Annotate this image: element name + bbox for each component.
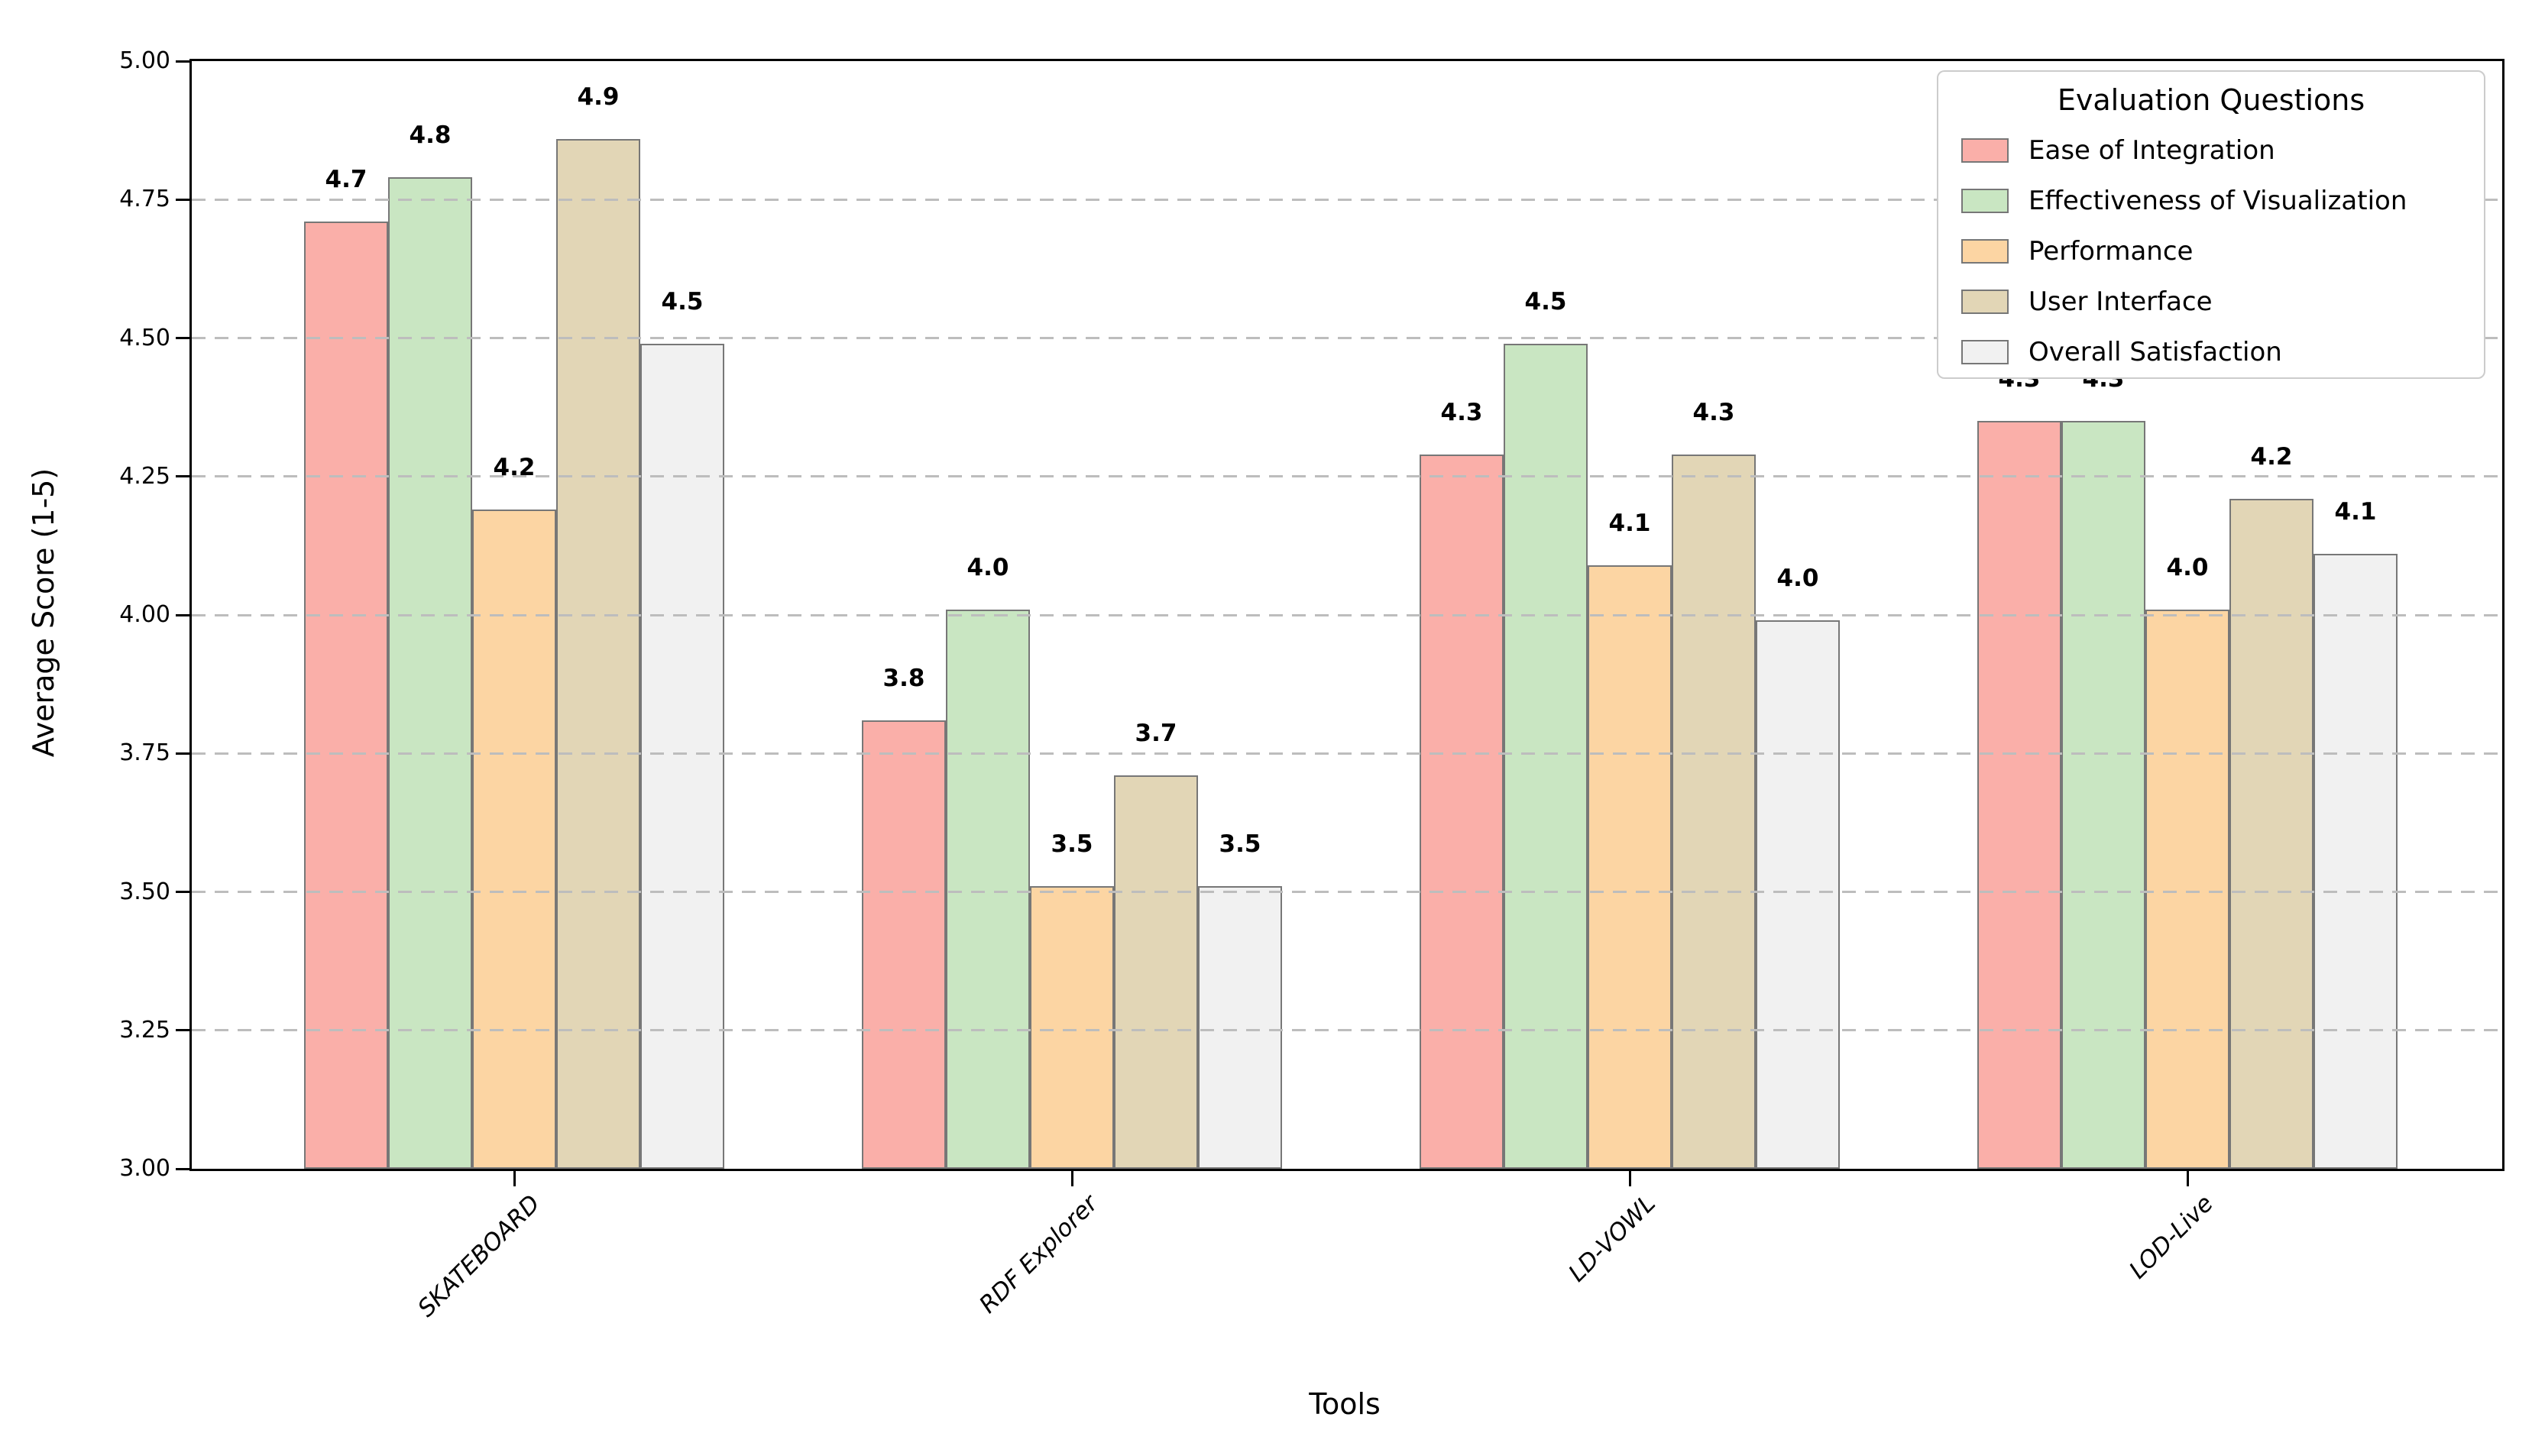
bar-value-label: 4.5 bbox=[661, 287, 704, 315]
bar-value-label: 4.3 bbox=[1692, 398, 1735, 426]
y-axis-label: Average Score (1-5) bbox=[27, 468, 60, 758]
y-gridline bbox=[192, 1029, 2502, 1032]
bar-value-label: 4.7 bbox=[325, 166, 367, 194]
y-tick-label: 4.25 bbox=[119, 462, 170, 490]
bar-value-label: 3.7 bbox=[1135, 720, 1177, 748]
bar bbox=[1198, 886, 1282, 1169]
bar bbox=[1672, 454, 1756, 1169]
legend-item: Ease of Integration bbox=[1961, 125, 2461, 176]
bar-value-label: 4.1 bbox=[2334, 498, 2377, 526]
x-tick-mark bbox=[1628, 1171, 1631, 1186]
y-tick-label: 3.50 bbox=[119, 878, 170, 905]
y-gridline bbox=[192, 752, 2502, 755]
x-tick-mark bbox=[1070, 1171, 1073, 1186]
bar-value-label: 4.1 bbox=[1608, 509, 1651, 537]
y-tick-label: 3.25 bbox=[119, 1016, 170, 1043]
legend-item-label: Effectiveness of Visualization bbox=[2029, 186, 2407, 216]
bar bbox=[1420, 454, 1504, 1169]
x-tick-label: SKATEBOARD bbox=[413, 1189, 546, 1323]
bar-value-label: 3.5 bbox=[1051, 830, 1093, 859]
y-tick-label: 3.00 bbox=[119, 1155, 170, 1182]
y-tick-label: 3.75 bbox=[119, 739, 170, 767]
legend-item: Overall Satisfaction bbox=[1961, 327, 2461, 377]
bar bbox=[556, 138, 640, 1169]
legend: Evaluation Questions Ease of Integration… bbox=[1937, 70, 2485, 379]
bar bbox=[1030, 886, 1114, 1169]
y-gridline bbox=[192, 891, 2502, 893]
x-axis-label: Tools bbox=[1309, 1387, 1381, 1421]
bar bbox=[1504, 343, 1588, 1169]
bar-value-label: 4.0 bbox=[2166, 553, 2209, 581]
legend-swatch-icon bbox=[1961, 290, 2009, 314]
legend-item-label: Overall Satisfaction bbox=[2029, 337, 2282, 367]
y-gridline bbox=[192, 613, 2502, 616]
bar bbox=[1588, 565, 1672, 1169]
legend-item: User Interface bbox=[1961, 277, 2461, 327]
bar bbox=[1977, 421, 2061, 1169]
x-tick-label: LD-VOWL bbox=[1563, 1189, 1661, 1288]
legend-item: Effectiveness of Visualization bbox=[1961, 176, 2461, 226]
bar bbox=[640, 343, 724, 1169]
bar bbox=[2313, 554, 2398, 1169]
x-tick-label: RDF Explorer bbox=[973, 1189, 1103, 1319]
y-tick-label: 4.00 bbox=[119, 601, 170, 628]
bar bbox=[2145, 609, 2229, 1169]
bar-value-label: 4.2 bbox=[493, 454, 536, 482]
legend-swatch-icon bbox=[1961, 239, 2009, 264]
bar bbox=[304, 222, 388, 1169]
bar bbox=[1114, 775, 1198, 1169]
bar bbox=[2229, 498, 2313, 1169]
bar bbox=[2061, 421, 2145, 1169]
y-tick-mark bbox=[176, 475, 189, 478]
bar-value-label: 4.0 bbox=[966, 553, 1009, 581]
y-tick-mark bbox=[176, 60, 189, 63]
legend-swatch-icon bbox=[1961, 340, 2009, 364]
legend-items: Ease of Integration Effectiveness of Visu… bbox=[1961, 125, 2461, 377]
y-gridline bbox=[192, 475, 2502, 478]
bar bbox=[1756, 620, 1840, 1169]
bar bbox=[862, 720, 946, 1169]
bar-value-label: 4.5 bbox=[1524, 287, 1567, 315]
bar bbox=[946, 609, 1030, 1169]
x-tick-mark bbox=[2186, 1171, 2189, 1186]
y-tick-mark bbox=[176, 1167, 189, 1170]
y-tick-label: 4.50 bbox=[119, 324, 170, 351]
y-gridline bbox=[192, 198, 2502, 201]
legend-swatch-icon bbox=[1961, 189, 2009, 213]
y-gridline bbox=[192, 337, 2502, 339]
bar-value-label: 3.8 bbox=[882, 664, 925, 692]
y-tick-mark bbox=[176, 198, 189, 201]
legend-item-label: Ease of Integration bbox=[2029, 135, 2275, 166]
y-tick-mark bbox=[176, 752, 189, 755]
y-tick-mark bbox=[176, 613, 189, 616]
legend-item-label: User Interface bbox=[2029, 286, 2213, 317]
bar-value-label: 4.8 bbox=[409, 121, 452, 150]
legend-item-label: Performance bbox=[2029, 236, 2194, 267]
y-tick-mark bbox=[176, 337, 189, 339]
x-tick-mark bbox=[513, 1171, 516, 1186]
bar-value-label: 4.9 bbox=[577, 83, 620, 111]
bar-value-label: 3.5 bbox=[1219, 830, 1261, 859]
legend-item: Performance bbox=[1961, 226, 2461, 277]
y-tick-label: 4.75 bbox=[119, 186, 170, 213]
bar bbox=[388, 177, 472, 1169]
bar-value-label: 4.3 bbox=[1440, 398, 1483, 426]
y-tick-label: 5.00 bbox=[119, 47, 170, 74]
bar bbox=[472, 510, 556, 1169]
bar-value-label: 4.0 bbox=[1776, 565, 1819, 593]
x-tick-label: LOD-Live bbox=[2124, 1189, 2219, 1285]
bar-value-label: 4.2 bbox=[2250, 442, 2293, 471]
y-tick-mark bbox=[176, 891, 189, 893]
legend-swatch-icon bbox=[1961, 138, 2009, 163]
y-tick-mark bbox=[176, 1029, 189, 1032]
legend-title: Evaluation Questions bbox=[2057, 83, 2365, 117]
